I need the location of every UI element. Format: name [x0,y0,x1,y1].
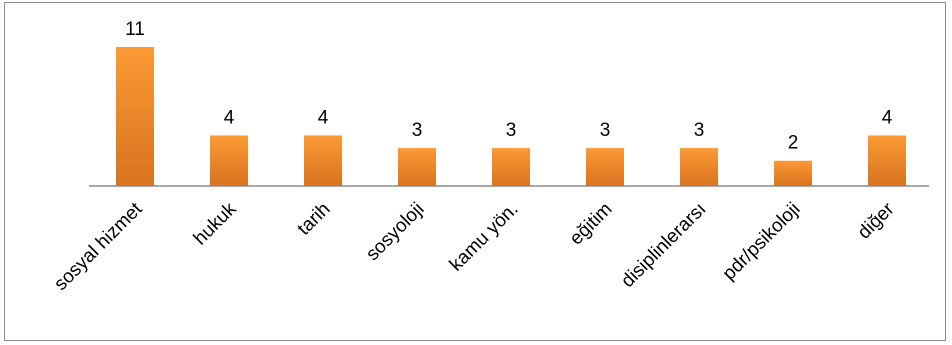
bar-5 [586,148,624,186]
data-label-5: 3 [600,120,611,141]
bar-4 [492,148,530,186]
category-label-2: tarih [294,199,335,240]
data-label-8: 4 [882,107,893,128]
category-label-3: sosyoloji [362,199,428,265]
data-label-6: 3 [694,120,705,141]
bar-6 [680,148,718,186]
category-labels-layer: sosyal hizmet hukuk tarih sosyoloji kamu yön… [50,198,899,295]
category-label-4: kamu yön. [446,199,523,276]
data-label-0: 11 [125,19,145,40]
category-label-6: disiplinlerarsı [617,199,710,292]
data-label-7: 2 [788,133,799,154]
data-label-2: 4 [318,107,329,128]
category-label-5: eğitim [566,199,617,250]
bar-1 [210,135,248,186]
bar-2 [304,135,342,186]
data-label-3: 3 [412,120,423,141]
data-label-4: 3 [506,120,517,141]
bar-0 [116,47,154,186]
category-label-7: pdr/psikoloji [719,199,805,285]
data-labels-layer: 11 4 4 3 3 3 3 2 4 [125,19,893,154]
category-label-1: hukuk [190,198,241,249]
bars-layer [116,47,906,186]
bar-3 [398,148,436,186]
bar-8 [868,135,906,186]
bar-7 [774,160,812,186]
category-label-0: sosyal hizmet [50,198,147,295]
data-label-1: 4 [224,107,235,128]
category-label-8: diğer [854,198,899,243]
